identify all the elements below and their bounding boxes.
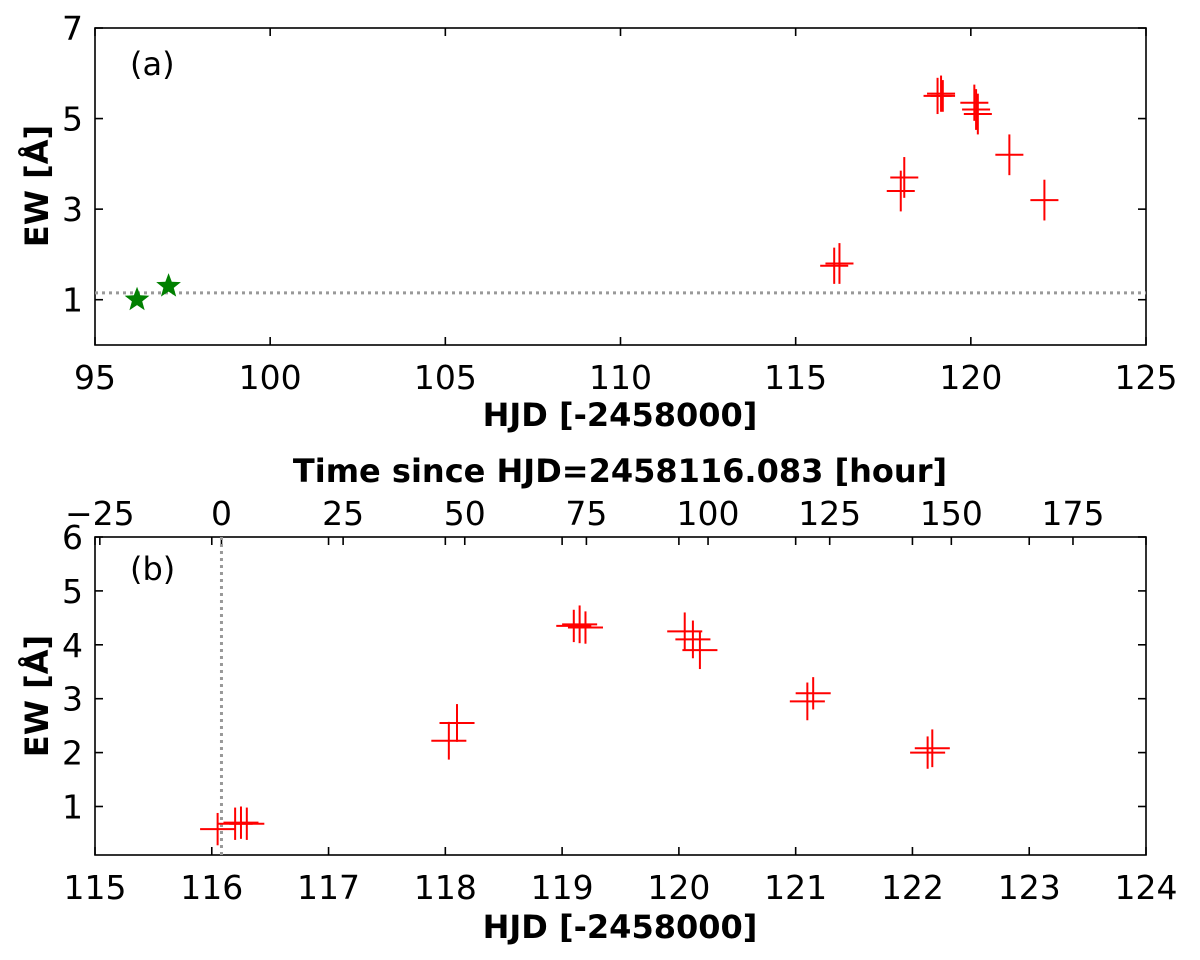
errorbar-point <box>914 729 950 768</box>
plot-frame <box>94 27 1147 346</box>
errorbar-point <box>820 247 849 284</box>
panel-label: (b) <box>130 550 175 588</box>
errorbar-point <box>562 605 598 644</box>
x-tick-label: 121 <box>764 868 827 907</box>
top-x-tick-label: 175 <box>1041 494 1104 533</box>
y-tick-label: 2 <box>62 734 83 773</box>
y-tick-label: 3 <box>62 680 83 719</box>
errorbar-point <box>890 157 919 198</box>
errorbar-point <box>431 721 467 760</box>
plot-frame <box>94 536 1147 856</box>
x-tick-label: 116 <box>180 868 243 907</box>
errorbar-point <box>682 631 718 670</box>
x-tick-label: 122 <box>881 868 944 907</box>
x-tick-label: 117 <box>297 868 360 907</box>
errorbar-point <box>825 243 854 284</box>
x-tick-label: 123 <box>998 868 1061 907</box>
top-x-tick-label: −25 <box>65 494 135 533</box>
y-tick-label: 1 <box>62 281 83 320</box>
top-x-tick-label: 50 <box>444 494 486 533</box>
x-tick-label: 120 <box>647 868 710 907</box>
errorbar-point <box>229 807 265 840</box>
errorbar-point <box>795 677 831 710</box>
y-tick-label: 7 <box>62 9 83 48</box>
top-x-axis-label: Time since HJD=2458116.083 [hour] <box>293 452 947 490</box>
errorbar-point <box>910 736 946 769</box>
top-x-tick-label: 25 <box>322 494 364 533</box>
errorbar-point <box>789 682 825 721</box>
x-tick-label: 124 <box>1115 868 1178 907</box>
x-tick-label: 118 <box>414 868 477 907</box>
y-tick-label: 6 <box>62 518 83 557</box>
y-tick-label: 5 <box>62 100 83 139</box>
x-tick-label: 120 <box>939 358 1002 397</box>
top-x-tick-label: 150 <box>920 494 983 533</box>
x-tick-label: 125 <box>1115 358 1178 397</box>
errorbar-point <box>439 704 475 742</box>
errorbar-point <box>995 134 1024 176</box>
top-x-tick-label: 75 <box>565 494 607 533</box>
x-axis-label: HJD [-2458000] <box>483 908 758 946</box>
x-tick-label: 95 <box>74 358 116 397</box>
top-x-tick-label: 125 <box>798 494 861 533</box>
axis-ticks: 95 100 105 110 115 120 125 1 3 5 7 <box>62 9 1178 397</box>
x-axis-label: HJD [-2458000] <box>483 396 758 434</box>
y-tick-label: 1 <box>62 787 83 826</box>
data-marks <box>200 537 950 855</box>
errorbar-point <box>200 812 236 846</box>
errorbar-point <box>567 611 603 644</box>
x-tick-label: 115 <box>764 358 827 397</box>
x-tick-label: 119 <box>531 868 594 907</box>
top-x-tick-label: 0 <box>211 494 232 533</box>
errorbar-point <box>675 620 711 659</box>
top-x-tick-label: 100 <box>677 494 740 533</box>
y-axis-label: EW [Å] <box>18 635 56 757</box>
x-tick-label: 100 <box>239 358 302 397</box>
y-tick-label: 4 <box>62 626 83 665</box>
panel-a: (a) HJD [-2458000] EW [Å] 95 100 105 110 115… <box>18 9 1178 434</box>
data-marks <box>95 75 1146 311</box>
x-tick-label: 110 <box>589 358 652 397</box>
x-tick-label: 105 <box>414 358 477 397</box>
errorbar-point <box>667 612 703 651</box>
errorbar-point <box>927 75 956 112</box>
panel-b: (b) HJD [-2458000] Time since HJD=245811… <box>18 452 1178 946</box>
y-tick-label: 5 <box>62 572 83 611</box>
errorbar-point <box>1030 179 1059 221</box>
panel-label: (a) <box>130 45 175 83</box>
errorbar-point <box>963 93 992 135</box>
errorbar-point <box>962 89 991 130</box>
x-tick-label: 115 <box>64 868 127 907</box>
y-axis-label: EW [Å] <box>18 125 56 247</box>
star-marker <box>124 286 150 311</box>
star-marker <box>156 273 181 297</box>
errorbar-point <box>930 80 956 112</box>
y-tick-label: 3 <box>62 190 83 229</box>
errorbar-point <box>223 806 259 839</box>
errorbar-point <box>960 84 989 121</box>
